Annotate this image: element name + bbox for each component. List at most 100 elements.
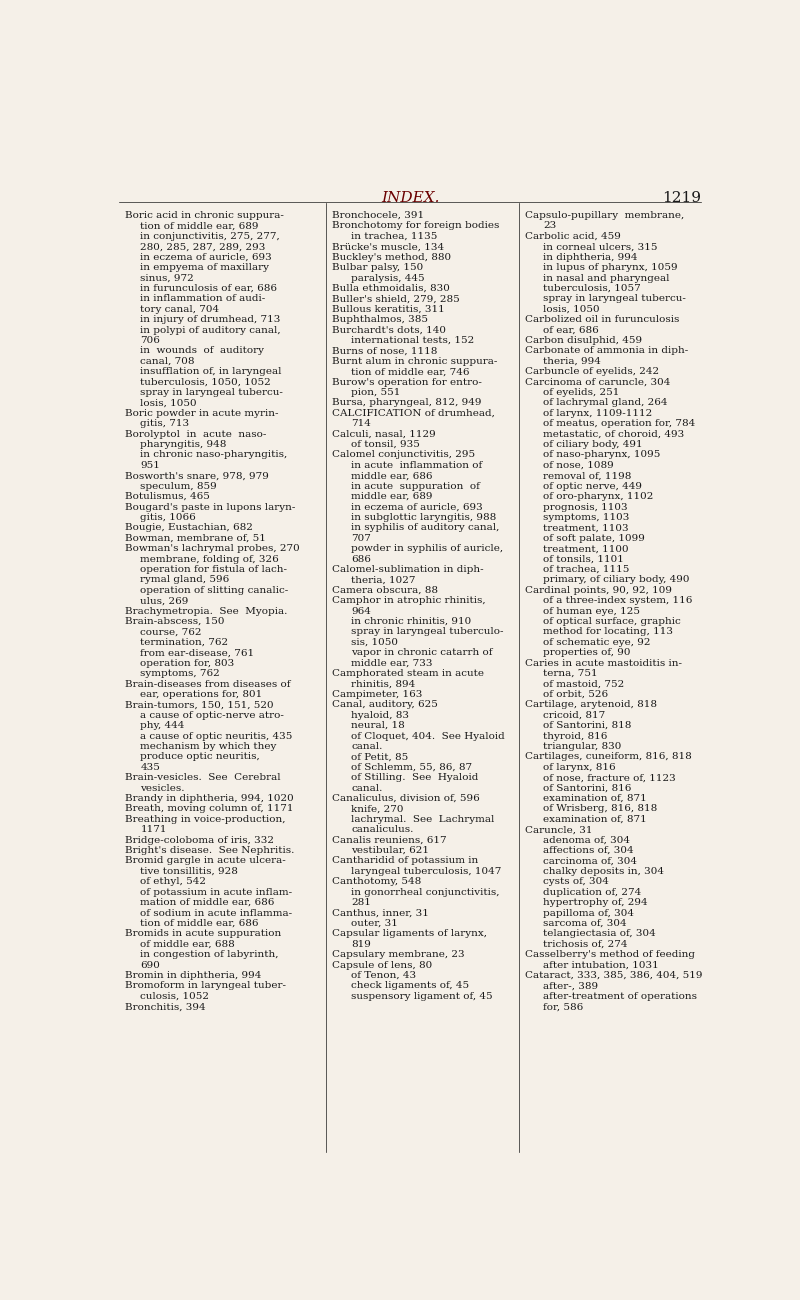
Text: Breath, moving column of, 1171: Breath, moving column of, 1171 [125,805,294,814]
Text: of human eye, 125: of human eye, 125 [543,607,640,616]
Text: terna, 751: terna, 751 [543,670,598,679]
Text: Bursa, pharyngeal, 812, 949: Bursa, pharyngeal, 812, 949 [333,398,482,407]
Text: course, 762: course, 762 [140,628,202,637]
Text: tion of middle ear, 689: tion of middle ear, 689 [140,221,259,230]
Text: Cataract, 333, 385, 386, 404, 519: Cataract, 333, 385, 386, 404, 519 [525,971,702,980]
Text: Caruncle, 31: Caruncle, 31 [525,826,592,835]
Text: duplication of, 274: duplication of, 274 [543,888,642,897]
Text: of Wrisberg, 816, 818: of Wrisberg, 816, 818 [543,805,658,814]
Text: tive tonsillitis, 928: tive tonsillitis, 928 [140,867,238,876]
Text: in congestion of labyrinth,: in congestion of labyrinth, [140,950,279,959]
Text: of sodium in acute inflamma-: of sodium in acute inflamma- [140,909,293,918]
Text: of nose, fracture of, 1123: of nose, fracture of, 1123 [543,774,676,783]
Text: of ciliary body, 491: of ciliary body, 491 [543,441,643,448]
Text: for, 586: for, 586 [543,1002,583,1011]
Text: Cartilage, arytenoid, 818: Cartilage, arytenoid, 818 [525,701,657,710]
Text: Carbolized oil in furunculosis: Carbolized oil in furunculosis [525,315,679,324]
Text: rymal gland, 596: rymal gland, 596 [140,576,230,585]
Text: telangiectasia of, 304: telangiectasia of, 304 [543,930,656,939]
Text: in acute  suppuration  of: in acute suppuration of [351,482,480,490]
Text: in acute  inflammation of: in acute inflammation of [351,462,482,469]
Text: neural, 18: neural, 18 [351,722,405,731]
Text: 819: 819 [351,940,371,949]
Text: removal of, 1198: removal of, 1198 [543,472,632,480]
Text: theria, 994: theria, 994 [543,356,601,365]
Text: of ear, 686: of ear, 686 [543,325,599,334]
Text: tory canal, 704: tory canal, 704 [140,304,219,313]
Text: treatment, 1103: treatment, 1103 [543,524,629,533]
Text: Caries in acute mastoiditis in-: Caries in acute mastoiditis in- [525,659,682,668]
Text: affections of, 304: affections of, 304 [543,846,634,855]
Text: Boric acid in chronic suppura-: Boric acid in chronic suppura- [125,211,284,220]
Text: Calculi, nasal, 1129: Calculi, nasal, 1129 [333,430,436,438]
Text: Capsular ligaments of larynx,: Capsular ligaments of larynx, [333,930,487,939]
Text: INDEX.: INDEX. [381,191,439,205]
Text: Canthotomy, 548: Canthotomy, 548 [333,878,422,887]
Text: of ethyl, 542: of ethyl, 542 [140,878,206,887]
Text: 435: 435 [140,763,160,772]
Text: in injury of drumhead, 713: in injury of drumhead, 713 [140,315,281,324]
Text: of naso-pharynx, 1095: of naso-pharynx, 1095 [543,451,661,459]
Text: prognosis, 1103: prognosis, 1103 [543,503,628,511]
Text: of lachrymal gland, 264: of lachrymal gland, 264 [543,398,668,407]
Text: 1171: 1171 [140,826,167,835]
Text: Cartilages, cuneiform, 816, 818: Cartilages, cuneiform, 816, 818 [525,753,691,762]
Text: powder in syphilis of auricle,: powder in syphilis of auricle, [351,545,503,554]
Text: Brandy in diphtheria, 994, 1020: Brandy in diphtheria, 994, 1020 [125,794,294,803]
Text: vestibular, 621: vestibular, 621 [351,846,429,855]
Text: Carcinoma of caruncle, 304: Carcinoma of caruncle, 304 [525,377,670,386]
Text: of tonsils, 1101: of tonsils, 1101 [543,555,624,564]
Text: of larynx, 1109-1112: of larynx, 1109-1112 [543,410,653,417]
Text: Burow's operation for entro-: Burow's operation for entro- [333,377,482,386]
Text: a cause of optic neuritis, 435: a cause of optic neuritis, 435 [140,732,293,741]
Text: laryngeal tuberculosis, 1047: laryngeal tuberculosis, 1047 [351,867,502,876]
Text: of Santorini, 818: of Santorini, 818 [543,722,632,731]
Text: of mastoid, 752: of mastoid, 752 [543,680,625,689]
Text: after intubation, 1031: after intubation, 1031 [543,961,659,970]
Text: Brücke's muscle, 134: Brücke's muscle, 134 [333,242,445,251]
Text: Boric powder in acute myrin-: Boric powder in acute myrin- [125,410,278,417]
Text: vesicles.: vesicles. [140,784,185,793]
Text: in  wounds  of  auditory: in wounds of auditory [140,346,264,355]
Text: Buller's shield, 279, 285: Buller's shield, 279, 285 [333,294,460,303]
Text: in eczema of auricle, 693: in eczema of auricle, 693 [351,503,483,511]
Text: in empyema of maxillary: in empyema of maxillary [140,263,270,272]
Text: Camera obscura, 88: Camera obscura, 88 [333,586,438,595]
Text: Brain-vesicles.  See  Cerebral: Brain-vesicles. See Cerebral [125,774,281,783]
Text: cysts of, 304: cysts of, 304 [543,878,609,887]
Text: Bullous keratitis, 311: Bullous keratitis, 311 [333,304,446,313]
Text: paralysis, 445: paralysis, 445 [351,273,425,282]
Text: Bright's disease.  See Nephritis.: Bright's disease. See Nephritis. [125,846,294,855]
Text: middle ear, 733: middle ear, 733 [351,659,433,668]
Text: method for locating, 113: method for locating, 113 [543,628,674,637]
Text: 281: 281 [351,898,371,907]
Text: 951: 951 [140,462,160,469]
Text: international tests, 152: international tests, 152 [351,335,474,345]
Text: of schematic eye, 92: of schematic eye, 92 [543,638,651,647]
Text: Bougard's paste in lupons laryn-: Bougard's paste in lupons laryn- [125,503,295,511]
Text: in diphtheria, 994: in diphtheria, 994 [543,252,638,261]
Text: examination of, 871: examination of, 871 [543,815,647,824]
Text: 280, 285, 287, 289, 293: 280, 285, 287, 289, 293 [140,242,266,251]
Text: of Schlemm, 55, 86, 87: of Schlemm, 55, 86, 87 [351,763,472,772]
Text: phy, 444: phy, 444 [140,722,185,731]
Text: middle ear, 686: middle ear, 686 [351,472,433,480]
Text: Bosworth's snare, 978, 979: Bosworth's snare, 978, 979 [125,472,269,480]
Text: sarcoma of, 304: sarcoma of, 304 [543,919,627,928]
Text: canal, 708: canal, 708 [140,356,195,365]
Text: in inflammation of audi-: in inflammation of audi- [140,294,266,303]
Text: 706: 706 [140,335,160,345]
Text: Cardinal points, 90, 92, 109: Cardinal points, 90, 92, 109 [525,586,672,595]
Text: in subglottic laryngitis, 988: in subglottic laryngitis, 988 [351,514,496,523]
Text: canaliculus.: canaliculus. [351,826,414,835]
Text: pharyngitis, 948: pharyngitis, 948 [140,441,226,448]
Text: in lupus of pharynx, 1059: in lupus of pharynx, 1059 [543,263,678,272]
Text: spray in laryngeal tubercu-: spray in laryngeal tubercu- [140,387,283,396]
Text: of meatus, operation for, 784: of meatus, operation for, 784 [543,420,695,428]
Text: vapor in chronic catarrh of: vapor in chronic catarrh of [351,649,493,658]
Text: tuberculosis, 1057: tuberculosis, 1057 [543,283,641,292]
Text: sinus, 972: sinus, 972 [140,273,194,282]
Text: tuberculosis, 1050, 1052: tuberculosis, 1050, 1052 [140,377,271,386]
Text: in chronic naso-pharyngitis,: in chronic naso-pharyngitis, [140,451,287,459]
Text: losis, 1050: losis, 1050 [140,398,197,407]
